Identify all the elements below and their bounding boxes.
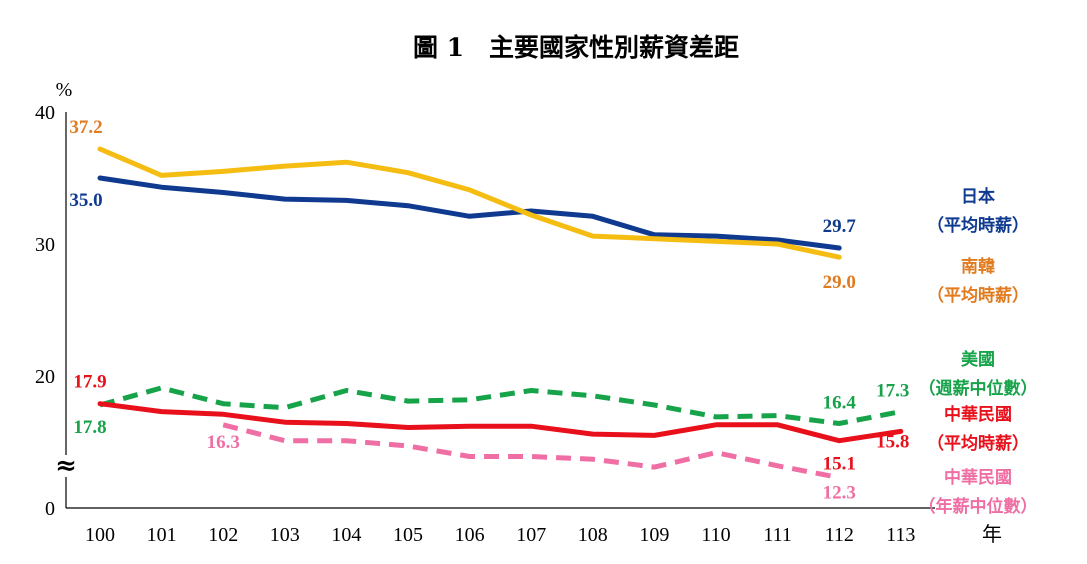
- legend-detail: （平均時薪）: [927, 215, 1029, 236]
- legend-detail: （年薪中位數）: [919, 496, 1038, 517]
- x-tick-label: 101: [147, 524, 177, 546]
- data-label: 29.7: [823, 216, 857, 237]
- x-tick-label: 108: [578, 524, 608, 546]
- series-line-2: [99, 385, 902, 426]
- legend-detail: （週薪中位數）: [919, 378, 1038, 399]
- series-line-3: [97, 401, 904, 444]
- x-tick-label: 110: [701, 524, 730, 546]
- series-lines: [97, 146, 904, 481]
- x-axis-ticks: 100 101 102 103 104 105 106 107 108 109 110 111 112 1…: [85, 524, 915, 546]
- x-tick-label: 102: [208, 524, 238, 546]
- y-axis-unit: %: [56, 79, 73, 101]
- data-label: 17.9: [73, 372, 106, 393]
- data-label: 15.8: [876, 431, 909, 452]
- y-tick-label: 40: [35, 102, 55, 124]
- y-tick-label: 0: [45, 498, 55, 520]
- series-line-1: [97, 146, 842, 260]
- y-axis-ticks: 0 20 30 40: [35, 102, 55, 520]
- y-tick-label: 30: [35, 234, 55, 256]
- legend-name: 南韓: [961, 256, 995, 277]
- x-tick-label: 111: [763, 524, 792, 546]
- legend: 日本 （平均時薪） 南韓 （平均時薪） 美國 （週薪中位數） 中華民國 （平均時薪） 中華民國 （…: [919, 186, 1038, 517]
- x-axis-unit: 年: [982, 523, 1002, 546]
- legend-name: 日本: [961, 186, 995, 207]
- legend-detail: （平均時薪）: [927, 433, 1029, 454]
- data-label: 17.3: [876, 381, 909, 402]
- legend-name: 中華民國: [944, 404, 1012, 425]
- data-label: 35.0: [69, 190, 102, 211]
- y-tick-label: 20: [35, 366, 55, 388]
- data-label: 15.1: [823, 454, 856, 475]
- data-label: 12.3: [823, 483, 856, 504]
- series-line-4: [222, 422, 840, 481]
- x-tick-label: 109: [639, 524, 669, 546]
- x-tick-label: 105: [393, 524, 423, 546]
- data-label: 16.4: [823, 393, 857, 414]
- x-tick-label: 100: [85, 524, 115, 546]
- axis-break-symbol: ≈: [55, 451, 77, 481]
- x-tick-label: 104: [331, 524, 361, 546]
- data-label: 16.3: [207, 432, 240, 453]
- x-tick-label: 113: [886, 524, 915, 546]
- x-tick-label: 103: [270, 524, 300, 546]
- x-tick-label: 106: [455, 524, 485, 546]
- axis-break-mask: [58, 455, 74, 477]
- x-tick-label: 112: [825, 524, 854, 546]
- data-label: 37.2: [69, 117, 102, 138]
- legend-name: 美國: [961, 349, 995, 370]
- data-label: 17.8: [73, 417, 106, 438]
- x-tick-label: 107: [516, 524, 546, 546]
- legend-detail: （平均時薪）: [927, 285, 1029, 306]
- series-line-0: [97, 175, 842, 251]
- legend-name: 中華民國: [944, 467, 1012, 488]
- data-labels: 35.0 29.7 37.2 29.0 17.8 16.4 17.3 17.9 15.1 15.8…: [69, 117, 909, 504]
- chart-title: 圖 1 主要國家性別薪資差距: [413, 33, 739, 62]
- data-label: 29.0: [823, 272, 856, 293]
